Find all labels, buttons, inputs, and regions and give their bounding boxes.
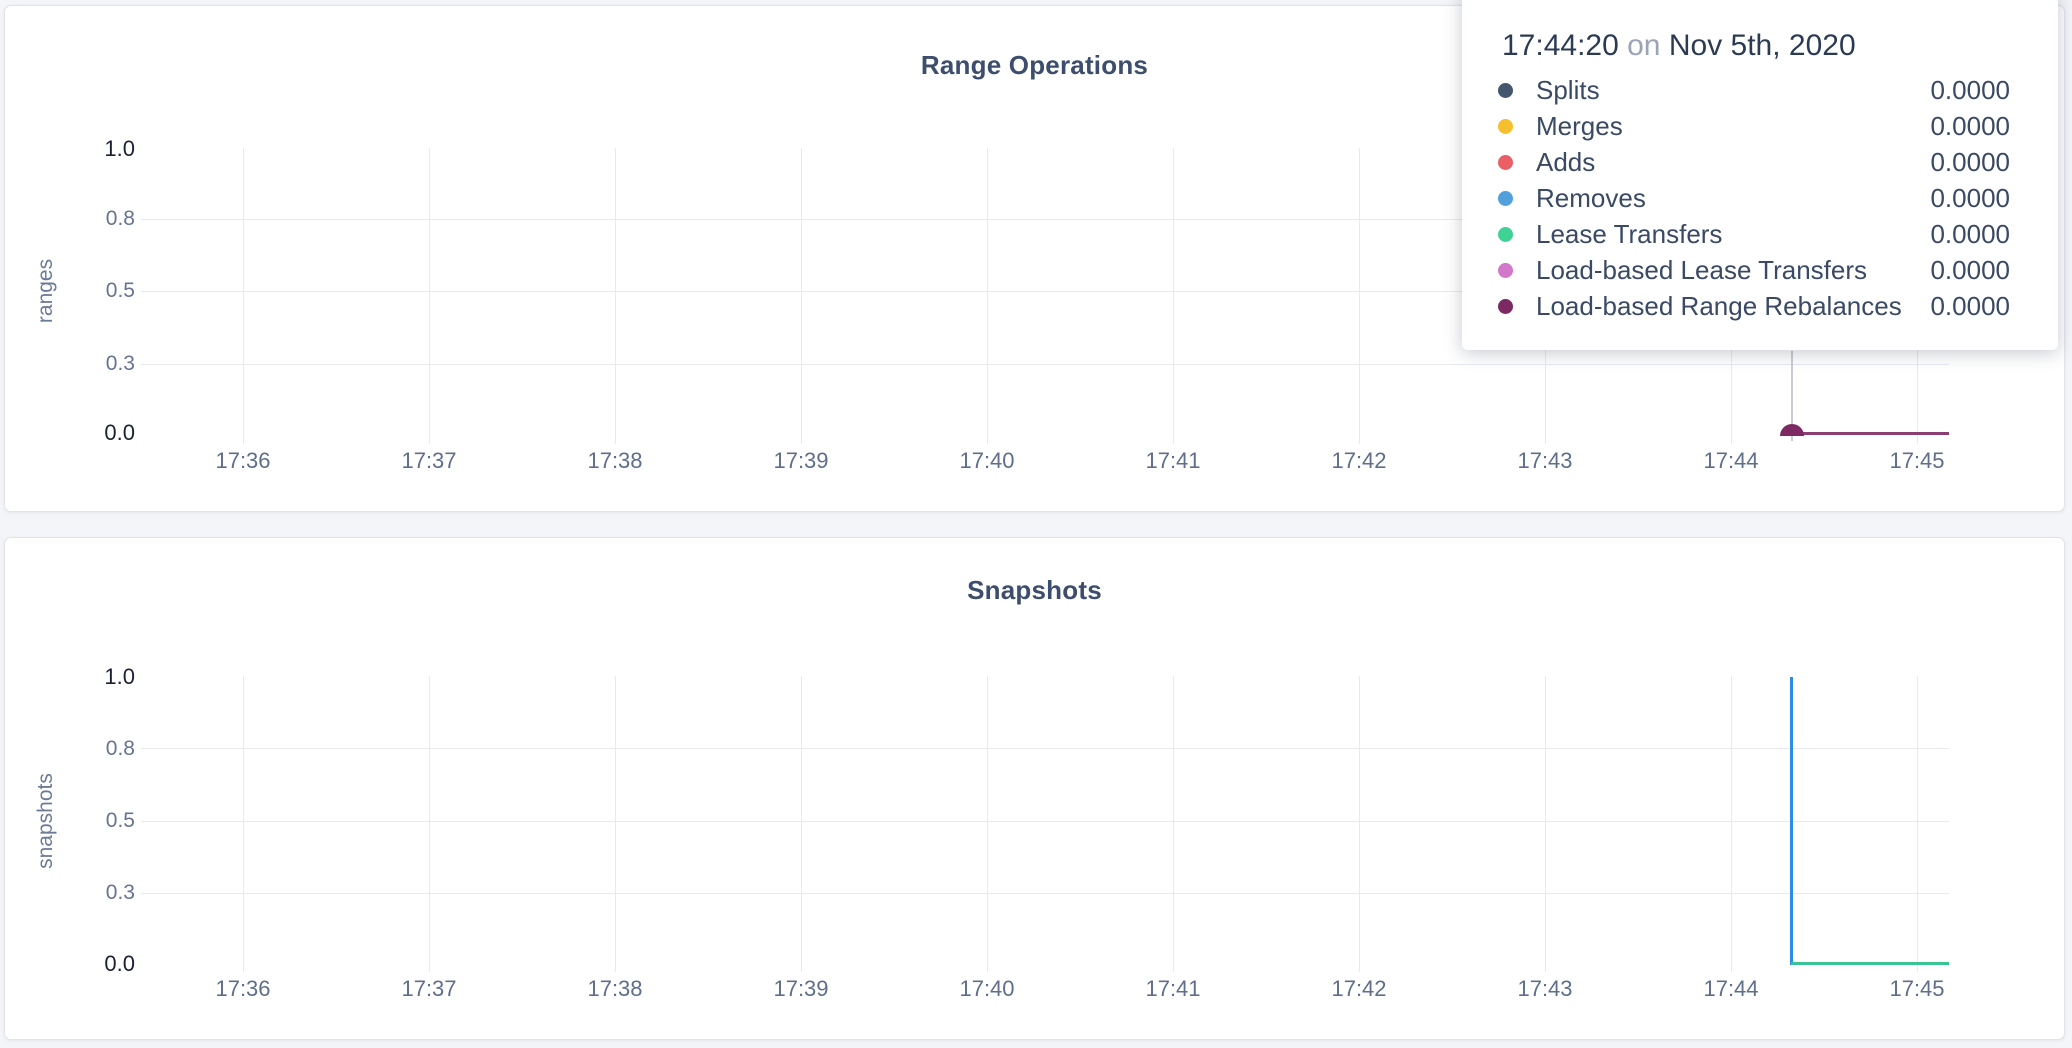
x-axis-tick-label: 17:42: [1331, 448, 1387, 473]
tooltip-row-lease-transfers: Lease Transfers 0.0000: [1462, 216, 2058, 252]
y-axis-tick-label: 0.5: [105, 809, 135, 832]
x-axis-tick-label: 17:36: [215, 976, 271, 1001]
series-value: 0.0000: [1930, 254, 2010, 285]
x-axis-tick-label: 17:41: [1145, 448, 1201, 473]
tooltip-row-adds: Adds 0.0000: [1462, 144, 2058, 180]
gridline-vertical: [1917, 676, 1918, 972]
series-color-dot: [1498, 154, 1513, 170]
x-axis-tick-label: 17:36: [215, 448, 271, 473]
x-axis-tick-label: 17:38: [587, 976, 643, 1001]
tooltip-row-merges: Merges 0.0000: [1462, 108, 2058, 144]
y-axis-tick-label: 0.5: [105, 279, 135, 302]
tooltip-row-load-based-range-rebalances: Load-based Range Rebalances 0.0000: [1462, 288, 2058, 324]
gridline-vertical: [429, 148, 430, 444]
series-value: 0.0000: [1930, 182, 2010, 213]
y-axis-tick-label: 0.3: [105, 881, 135, 904]
gridline-vertical: [615, 676, 616, 972]
gridline-vertical: [615, 148, 616, 444]
x-axis-tick-label: 17:45: [1889, 448, 1945, 473]
gridline-vertical: [1173, 676, 1174, 972]
gridline-vertical: [1545, 676, 1546, 972]
x-axis-tick-label: 17:45: [1889, 976, 1945, 1001]
hover-point-dot: [1780, 424, 1804, 436]
x-axis-tick-label: 17:40: [959, 448, 1015, 473]
chart-hover-tooltip: 17:44:20 on Nov 5th, 2020 Splits 0.0000 …: [1462, 0, 2058, 350]
series-color-dot: [1498, 298, 1513, 314]
snapshots-plot-area[interactable]: [141, 676, 1953, 972]
gridline-vertical: [987, 148, 988, 444]
gridline-horizontal: [141, 821, 1949, 822]
series-color-dot: [1498, 118, 1513, 134]
tooltip-row-splits: Splits 0.0000: [1462, 72, 2058, 108]
tooltip-connector: on: [1627, 29, 1661, 62]
gridline-vertical: [801, 148, 802, 444]
chart-title-range-operations: Range Operations: [920, 50, 1149, 80]
series-line-green: [1791, 962, 1949, 965]
series-label: Removes: [1536, 182, 1646, 213]
series-label: Load-based Range Rebalances: [1536, 290, 1902, 321]
tooltip-date: Nov 5th, 2020: [1668, 29, 1856, 62]
snapshots-chart-card: Snapshots 1.0 0.8 0.5 0.3 0.0 snapshots …: [4, 537, 2065, 1040]
y-axis-max-label: 1.0: [104, 136, 135, 161]
gridline-vertical: [987, 676, 988, 972]
series-line-load-based-range-rebalances: [1792, 432, 1949, 435]
x-axis-tick-label: 17:41: [1145, 976, 1201, 1001]
series-label: Splits: [1536, 74, 1600, 105]
series-value: 0.0000: [1930, 290, 2010, 321]
tooltip-row-load-based-lease-transfers: Load-based Lease Transfers 0.0000: [1462, 252, 2058, 288]
x-axis-tick-label: 17:43: [1517, 448, 1573, 473]
tooltip-time: 17:44:20: [1502, 29, 1619, 62]
x-axis-tick-label: 17:44: [1703, 448, 1759, 473]
x-axis-tick-label: 17:39: [773, 976, 829, 1001]
gridline-horizontal: [141, 364, 1949, 365]
x-axis-tick-label: 17:43: [1517, 976, 1573, 1001]
series-value: 0.0000: [1930, 218, 2010, 249]
gridline-vertical: [429, 676, 430, 972]
y-axis-title-snapshots: snapshots: [34, 773, 57, 869]
series-label: Adds: [1536, 146, 1596, 177]
hover-crosshair-line: [1791, 351, 1793, 441]
y-axis-tick-label: 0.8: [105, 737, 135, 760]
gridline-vertical: [801, 676, 802, 972]
y-axis-min-label: 0.0: [104, 420, 135, 445]
gridline-vertical: [1359, 676, 1360, 972]
series-label: Merges: [1536, 110, 1623, 141]
y-axis-tick-label: 0.3: [105, 352, 135, 375]
series-value: 0.0000: [1930, 146, 2010, 177]
x-axis-tick-label: 17:38: [587, 448, 643, 473]
x-axis-tick-label: 17:44: [1703, 976, 1759, 1001]
gridline-horizontal: [141, 748, 1949, 749]
x-axis-tick-label: 17:40: [959, 976, 1015, 1001]
y-axis-tick-label: 0.8: [105, 207, 135, 230]
y-axis-max-label: 1.0: [104, 664, 135, 689]
gridline-vertical: [243, 148, 244, 444]
y-axis-title-ranges: ranges: [34, 258, 57, 324]
x-axis-tick-label: 17:42: [1331, 976, 1387, 1001]
tooltip-timestamp: 17:44:20 on Nov 5th, 2020: [1502, 28, 1856, 64]
gridline-horizontal: [141, 893, 1949, 894]
series-color-dot: [1498, 226, 1513, 242]
series-color-dot: [1498, 190, 1513, 206]
tooltip-series-list: Splits 0.0000 Merges 0.0000 Adds 0.0000 …: [1462, 72, 2058, 324]
series-color-dot: [1498, 82, 1513, 98]
y-axis-min-label: 0.0: [104, 951, 135, 976]
gridline-horizontal: [141, 219, 1949, 220]
chart-title-snapshots: Snapshots: [967, 575, 1102, 605]
series-label: Lease Transfers: [1536, 218, 1723, 249]
gridline-vertical: [243, 676, 244, 972]
series-label: Load-based Lease Transfers: [1536, 254, 1867, 285]
x-axis-tick-label: 17:37: [401, 976, 457, 1001]
series-value: 0.0000: [1930, 74, 2010, 105]
x-axis-tick-label: 17:37: [401, 448, 457, 473]
gridline-horizontal: [141, 291, 1949, 292]
series-spike-blue: [1790, 677, 1793, 965]
x-axis-tick-label: 17:39: [773, 448, 829, 473]
series-color-dot: [1498, 262, 1513, 278]
tooltip-row-removes: Removes 0.0000: [1462, 180, 2058, 216]
series-value: 0.0000: [1930, 110, 2010, 141]
gridline-vertical: [1731, 676, 1732, 972]
gridline-vertical: [1359, 148, 1360, 444]
gridline-vertical: [1173, 148, 1174, 444]
